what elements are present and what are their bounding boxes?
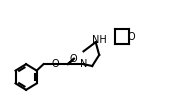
Text: N: N	[80, 59, 87, 69]
Text: O: O	[128, 32, 135, 42]
Text: NH: NH	[92, 35, 106, 45]
Text: O: O	[52, 59, 60, 69]
Text: O: O	[69, 54, 77, 64]
